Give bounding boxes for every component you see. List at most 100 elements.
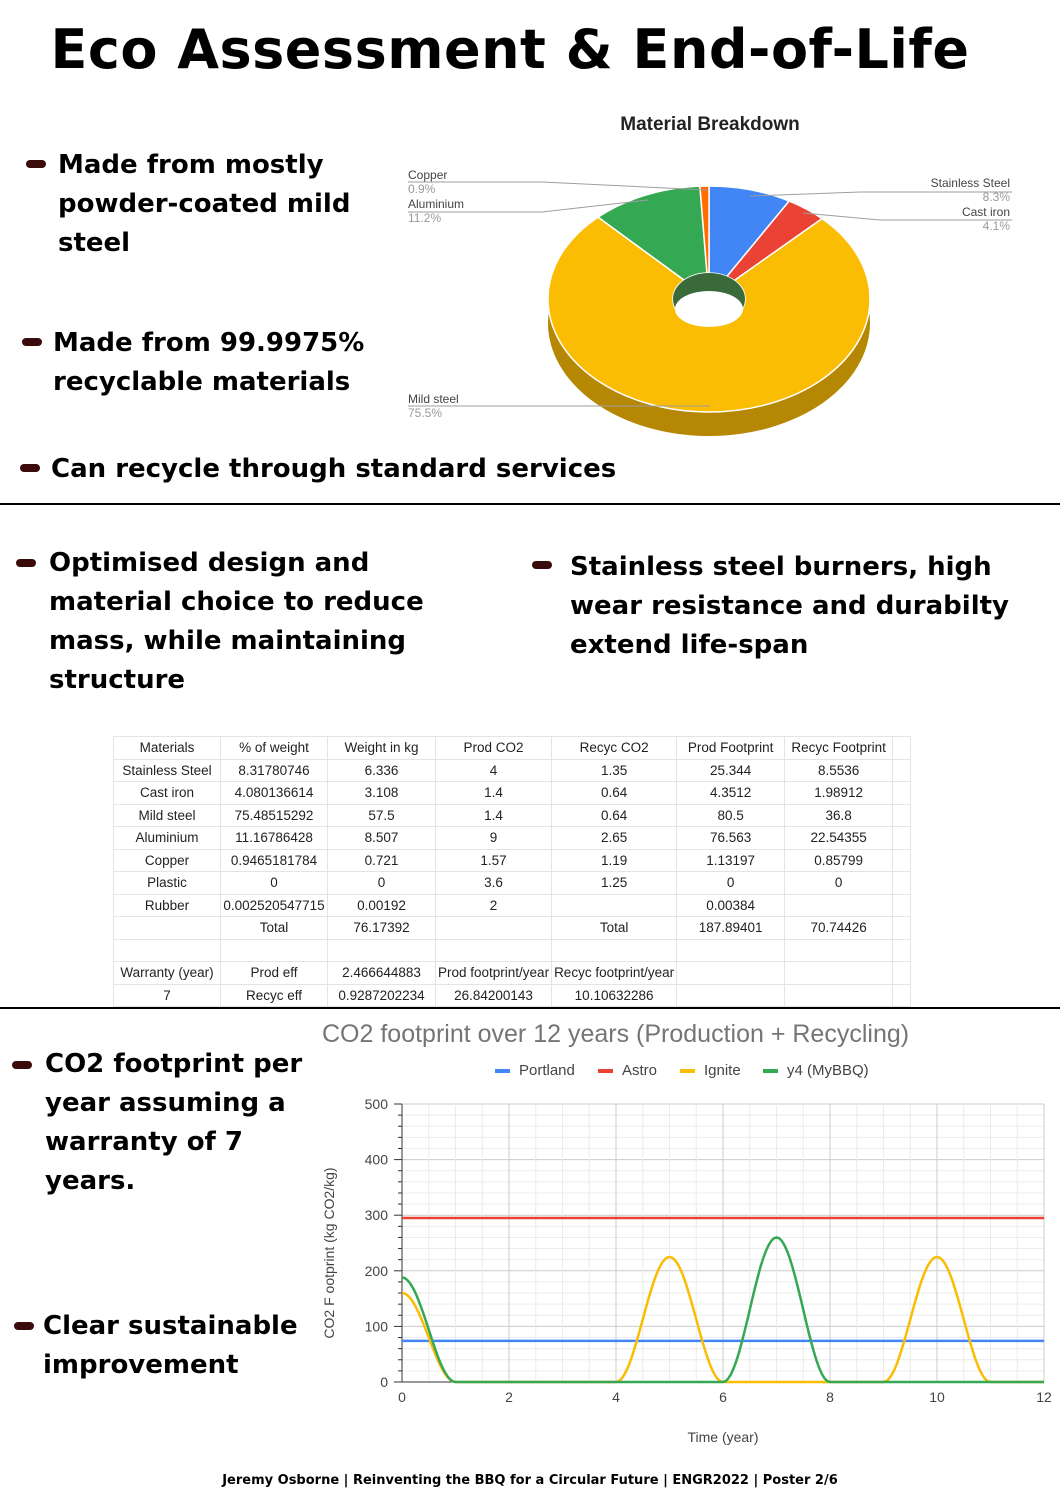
table-row: Stainless Steel 8.31780746 6.336 4 1.35 25.34… xyxy=(113,758,912,782)
table-row: Mild steel 75.48515292 57.5 1.4 0.64 80.5 36.8 xyxy=(113,803,912,827)
table-cell xyxy=(113,916,221,940)
table-row: Aluminium 11.16786428 8.507 9 2.65 76.563 22.5… xyxy=(113,826,912,850)
table-cell: 0 xyxy=(220,871,328,895)
pie-label-castiron-name: Cast iron xyxy=(961,205,1010,219)
table-cell xyxy=(892,803,912,827)
table-row: Plastic 0 0 3.6 1.25 0 0 xyxy=(113,871,912,895)
legend-label: y4 (MyBBQ) xyxy=(787,1062,869,1079)
pie-label-copper-pct: 0.9% xyxy=(408,182,436,196)
legend-label: Astro xyxy=(622,1062,658,1079)
bullet-dash xyxy=(532,561,552,569)
table-cell xyxy=(892,848,912,872)
pie-label-mildsteel: Mild steel 75.5% xyxy=(408,392,459,420)
table-cell: 0.9465181784 xyxy=(220,848,328,872)
table-cell: 0 xyxy=(676,871,786,895)
table-cell: 0.00192 xyxy=(327,893,436,917)
legend-label: Ignite xyxy=(704,1062,741,1079)
y-tick-label: 100 xyxy=(365,1318,389,1334)
table-cell: 3.108 xyxy=(327,781,436,805)
table-cell xyxy=(434,938,553,962)
footer: Jeremy Osborne | Reinventing the BBQ for… xyxy=(222,1473,838,1488)
x-tick-label: 0 xyxy=(398,1389,406,1405)
table-cell: Recyc Footprint xyxy=(784,736,894,760)
table-cell: 9 xyxy=(434,826,553,850)
pie-hole xyxy=(675,291,743,327)
table-cell xyxy=(784,983,894,1007)
y-tick-label: 200 xyxy=(365,1263,389,1279)
table-row: Warranty (year) Prod eff 2.466644883 Prod f… xyxy=(113,961,912,985)
table-cell xyxy=(892,826,912,850)
x-tick-label: 2 xyxy=(505,1389,513,1405)
table-cell: 0.721 xyxy=(327,848,436,872)
table-row: Rubber 0.002520547715 0.00192 2 0.00384 xyxy=(113,893,912,917)
table-cell: 11.16786428 xyxy=(220,826,328,850)
bullet-dash xyxy=(20,464,40,472)
table-cell: 0.00384 xyxy=(676,893,786,917)
table-cell: 0 xyxy=(784,871,894,895)
pie-label-castiron-pct: 4.1% xyxy=(982,219,1010,233)
materials-table: Materials% of weight Weight in kg Prod CO2… xyxy=(113,736,912,1007)
table-cell: 4.3512 xyxy=(676,781,786,805)
table-cell xyxy=(434,916,553,940)
bullet-sustainable-improvement: Clear sustainable improvement xyxy=(43,1311,298,1380)
table-cell xyxy=(551,938,678,962)
pie-label-copper-name: Copper xyxy=(408,168,448,182)
table-cell xyxy=(551,893,678,917)
pie-label-castiron: Cast iron 4.1% xyxy=(890,205,1010,233)
pie-leader-castiron xyxy=(802,212,1012,221)
material-breakdown-pie xyxy=(408,181,1012,436)
table-cell: Total xyxy=(220,916,328,940)
y-tick-label: 500 xyxy=(365,1096,389,1112)
table-cell xyxy=(784,961,894,985)
table-cell: Recyc footprint/year xyxy=(551,961,678,985)
table-cell: 4 xyxy=(434,758,553,782)
table-cell xyxy=(220,938,328,962)
bullet-mostly-mild-steel: Made from mostly powder-coated mild stee… xyxy=(58,150,351,258)
table-cell: Rubber xyxy=(113,893,221,917)
x-tick-label: 4 xyxy=(612,1389,620,1405)
table-row: Total 76.17392 Total 187.89401 70.74426 xyxy=(113,916,912,940)
table-cell: 1.4 xyxy=(434,781,553,805)
table-row: Copper 0.9465181784 0.721 1.57 1.19 1.13197 0.… xyxy=(113,848,912,872)
table-cell: 6.336 xyxy=(327,758,436,782)
table-cell xyxy=(892,961,912,985)
table-cell: Plastic xyxy=(113,871,221,895)
table-cell: 1.4 xyxy=(434,803,553,827)
table-cell: 22.54355 xyxy=(784,826,894,850)
pie-label-aluminium-name: Aluminium xyxy=(408,197,465,211)
table-cell: Warranty (year) xyxy=(113,961,221,985)
pie-label-mildsteel-pct: 75.5% xyxy=(408,406,443,420)
legend-swatch xyxy=(598,1069,613,1074)
pie-leader-aluminium xyxy=(408,199,649,213)
table-cell: Aluminium xyxy=(113,826,221,850)
table-cell xyxy=(892,983,912,1007)
pie-leader-copper xyxy=(408,181,708,191)
bullet-dash xyxy=(16,559,36,567)
x-tick-label: 10 xyxy=(929,1389,945,1405)
bullet-standard-services: Can recycle through standard services xyxy=(51,454,617,484)
x-tick-label: 6 xyxy=(719,1389,727,1405)
table-cell: Copper xyxy=(113,848,221,872)
table-cell: 1.25 xyxy=(551,871,678,895)
table-row: 7 Recyc eff 0.9287202234 26.84200143 10.1063… xyxy=(113,983,912,1007)
table-cell: 8.31780746 xyxy=(220,758,328,782)
table-row: Materials% of weight Weight in kg Prod CO2… xyxy=(113,736,912,760)
table-cell: 26.84200143 xyxy=(434,983,553,1007)
table-cell xyxy=(892,736,912,760)
table-cell xyxy=(784,893,894,917)
table-cell: Recyc CO2 xyxy=(551,736,678,760)
y-axis-label: CO2 F ootprint (kg CO2/kg) xyxy=(321,1167,337,1338)
table-cell: 2 xyxy=(434,893,553,917)
table-cell: 4.080136614 xyxy=(220,781,328,805)
table-cell: Recyc eff xyxy=(220,983,328,1007)
table-cell: 8.5536 xyxy=(784,758,894,782)
table-cell: 0.64 xyxy=(551,781,678,805)
table-cell xyxy=(892,893,912,917)
table-cell: 75.48515292 xyxy=(220,803,328,827)
table-cell: 76.563 xyxy=(676,826,786,850)
bullet-dash xyxy=(22,338,42,346)
y-tick-label: 400 xyxy=(365,1152,389,1168)
pie-label-copper: Copper 0.9% xyxy=(408,168,447,196)
table-cell xyxy=(676,983,786,1007)
bullet-dash xyxy=(26,160,46,168)
